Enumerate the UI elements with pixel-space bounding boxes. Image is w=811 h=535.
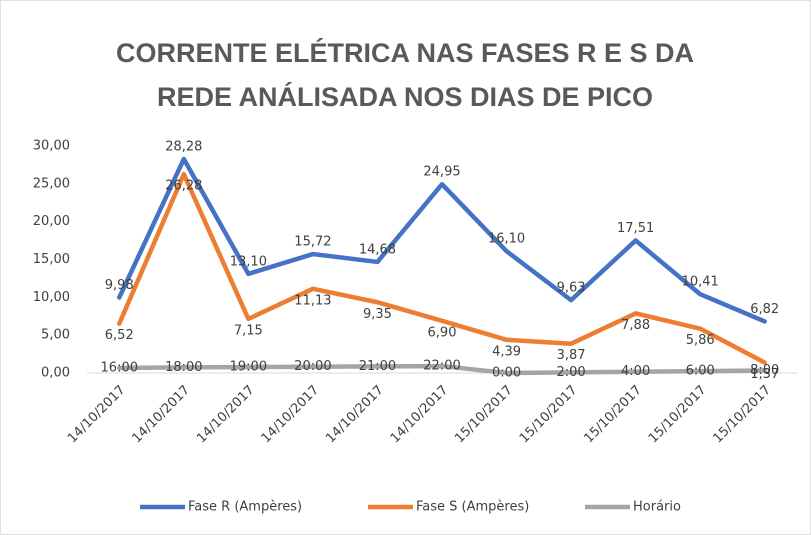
y-tick-label: 5,00 [41, 328, 70, 343]
data-label: 6,90 [428, 325, 457, 340]
data-label: 7,15 [234, 323, 263, 338]
data-label: 15,72 [294, 235, 331, 250]
data-label: 22:00 [423, 359, 460, 374]
chart-title: REDE ANÁLISADA NOS DIAS DE PICO [157, 81, 653, 112]
y-tick-label: 30,00 [33, 139, 70, 154]
data-label: 9,98 [105, 278, 134, 293]
data-label: 18:00 [165, 360, 202, 375]
data-label: 26,28 [165, 179, 202, 194]
data-label: 8:00 [750, 363, 779, 378]
data-label: 6,82 [750, 302, 779, 317]
data-label: 3,87 [557, 348, 586, 363]
chart-title: CORRENTE ELÉTRICA NAS FASES R E S DA [116, 37, 694, 68]
y-tick-label: 20,00 [33, 214, 70, 229]
y-tick-label: 15,00 [33, 252, 70, 267]
data-label: 9,35 [363, 307, 392, 322]
data-label: 28,28 [165, 140, 202, 155]
series-line [117, 171, 767, 365]
data-label: 24,95 [423, 165, 460, 180]
data-label: 2:00 [556, 365, 585, 380]
data-label: 7,88 [621, 318, 650, 333]
data-label: 16,10 [488, 232, 525, 247]
y-tick-label: 25,00 [33, 176, 70, 191]
data-label: 6,52 [105, 328, 134, 343]
data-label: 11,13 [294, 293, 331, 308]
series-line [117, 363, 767, 376]
legend-label: Fase R (Ampères) [188, 500, 302, 515]
data-label: 6:00 [686, 364, 715, 379]
legend-label: Horário [633, 500, 681, 515]
data-label: 20:00 [294, 359, 331, 374]
data-label: 5,86 [686, 333, 715, 348]
data-label: 19:00 [230, 360, 267, 375]
data-label: 21:00 [359, 359, 396, 374]
data-label: 17,51 [617, 221, 654, 236]
y-tick-label: 10,00 [33, 290, 70, 305]
series-line [117, 156, 767, 324]
legend-label: Fase S (Ampères) [416, 500, 529, 515]
data-label: 14,68 [359, 242, 396, 257]
data-label: 0:00 [492, 366, 521, 381]
data-label: 9,63 [557, 281, 586, 296]
data-label: 1,37 [750, 367, 779, 382]
data-label: 4:00 [621, 364, 650, 379]
y-tick-label: 0,00 [41, 366, 70, 381]
data-label: 10,41 [682, 275, 719, 290]
data-label: 4,39 [492, 344, 521, 359]
data-label: 16:00 [101, 360, 138, 375]
data-label: 13,10 [230, 254, 267, 269]
